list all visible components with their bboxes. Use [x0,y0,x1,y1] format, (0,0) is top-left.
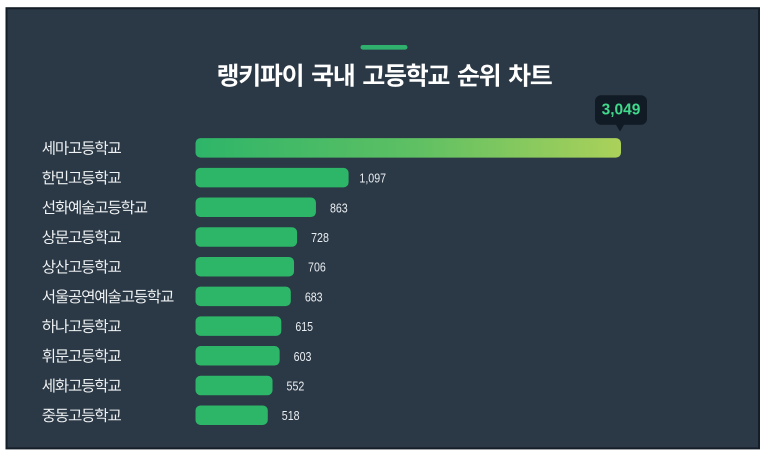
svg-text:615: 615 [295,319,313,334]
svg-text:863: 863 [330,200,348,215]
svg-text:706: 706 [308,260,326,275]
svg-text:552: 552 [287,378,305,393]
svg-text:603: 603 [294,349,312,364]
svg-text:728: 728 [311,230,329,245]
svg-text:683: 683 [305,289,323,304]
svg-text:1,097: 1,097 [359,171,386,186]
svg-text:518: 518 [282,408,300,423]
svg-text:3,049: 3,049 [602,101,641,118]
